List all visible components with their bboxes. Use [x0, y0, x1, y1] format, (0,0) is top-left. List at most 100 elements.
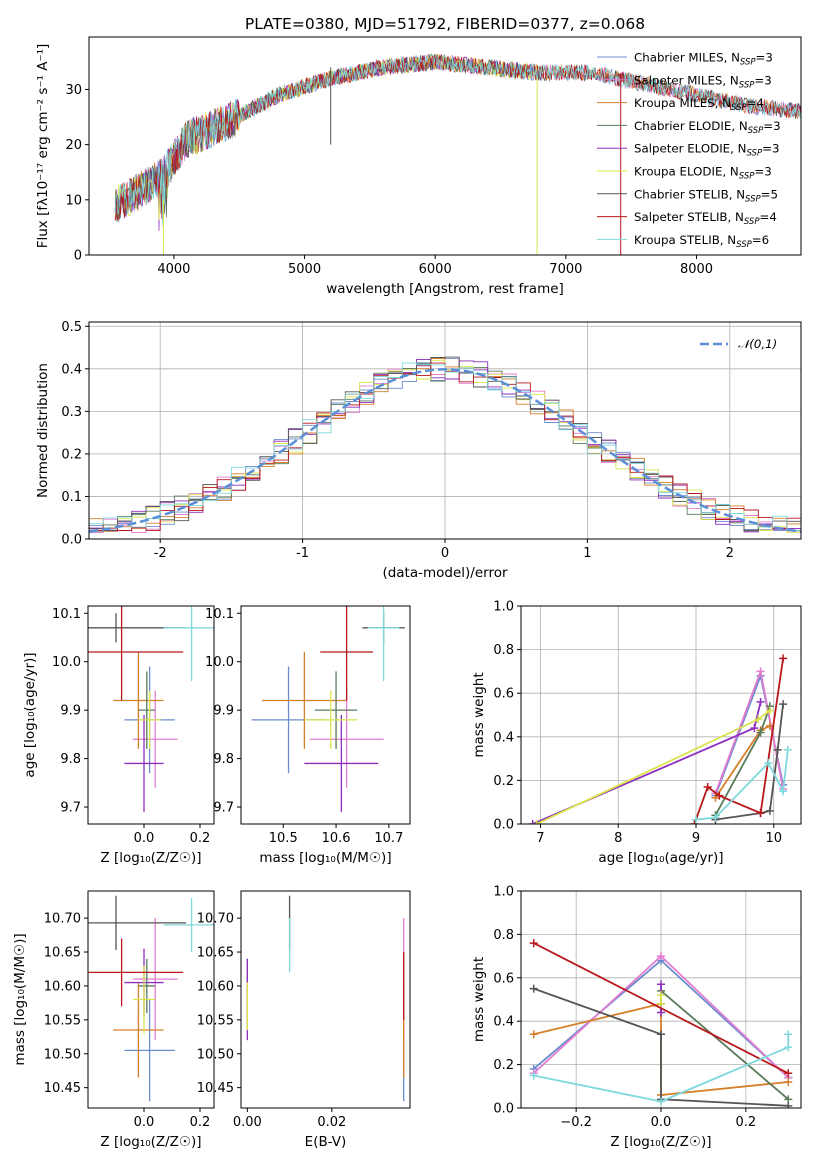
x-tick-label: 0.2 — [736, 1115, 757, 1130]
weight_vs_age-frame — [520, 605, 802, 825]
y-tick-label: 10.1 — [205, 607, 234, 622]
mass-weight-line — [715, 703, 784, 821]
errorbar-point — [367, 606, 400, 682]
mass-weight-marker — [754, 715, 763, 724]
x-axis-label: wavelength [Angstrom, rest frame] — [326, 281, 564, 297]
errorbar-point — [314, 671, 358, 749]
errorbar-point — [88, 938, 184, 1007]
errorbar-point — [113, 652, 164, 749]
x-tick-label: -1 — [296, 546, 309, 561]
errorbar-point — [304, 715, 379, 812]
y-tick-label: 0.2 — [61, 447, 82, 462]
mass-weight-marker — [756, 728, 765, 737]
y-tick-label: 10.60 — [197, 979, 234, 994]
y-axis-label: mass [log₁₀(M/M☉)] — [12, 933, 28, 1065]
mass-weight-marker — [784, 1069, 793, 1078]
y-tick-label: 10.50 — [197, 1047, 234, 1062]
mass-weight-marker — [529, 939, 538, 948]
x-tick-label: 5000 — [288, 262, 321, 277]
mass-weight-marker — [765, 806, 774, 815]
x-tick-label: 4000 — [157, 262, 190, 277]
x-tick-label: 0.0 — [651, 1115, 672, 1130]
errorbar-point — [124, 715, 164, 812]
age_vs_mass-axes: 10.5 10.6 10.7 9.7 9.8 9.9 10.0 10.1 mass [log₁₀… — [205, 607, 403, 866]
y-tick-label: 0 — [74, 249, 82, 264]
y-tick-label: 10.45 — [197, 1081, 234, 1096]
errorbar-point — [132, 918, 178, 1041]
mass-weight-marker — [528, 820, 537, 824]
x-tick-label: 0.00 — [233, 1115, 262, 1130]
y-tick-label: 10.45 — [44, 1081, 81, 1096]
spectrum-series-line — [114, 54, 801, 226]
y-tick-label: 10.55 — [197, 1013, 234, 1028]
x-tick-label: -2 — [154, 546, 167, 561]
age_vs_Z-axes: 0.0 0.2 9.7 9.8 9.9 10.0 10.1 Z [log₁₀(Z/Z☉)] ag… — [22, 607, 210, 866]
mass-weight-marker — [750, 724, 759, 733]
mass-weight-marker — [715, 791, 724, 800]
y-tick-label: 9.7 — [60, 801, 81, 816]
errorbar-point — [304, 690, 358, 749]
errorbar-point — [113, 982, 164, 1078]
spectrum-lines — [114, 53, 801, 255]
x-tick-label: 0.2 — [190, 831, 211, 846]
y-tick-label: 0.4 — [61, 362, 82, 377]
x-axis-label: mass [log₁₀(M/M☉)] — [259, 850, 391, 866]
mass-weight-marker — [657, 980, 665, 989]
y-tick-label: 10.0 — [205, 655, 234, 670]
figure-title: PLATE=0380, MJD=51792, FIBERID=0377, z=0… — [245, 15, 645, 33]
y-tick-label: 0.0 — [493, 818, 514, 833]
weight_vs_Z-frame — [520, 890, 802, 1109]
errorbar-point — [88, 895, 186, 950]
mass-weight-marker — [765, 706, 774, 715]
mass-weight-marker — [779, 700, 788, 709]
spectrum-series-line — [114, 54, 801, 221]
y-tick-label: 0.0 — [493, 1102, 514, 1117]
errorbar-point — [132, 965, 156, 1034]
y-tick-label: 1.0 — [493, 885, 514, 900]
mass-weight-marker — [657, 1030, 665, 1039]
mass-weight-marker — [703, 782, 712, 791]
legend-label: Salpeter ELODIE, NSSP=3 — [634, 142, 779, 159]
y-tick-label: 0.3 — [61, 405, 82, 420]
y-tick-label: 9.7 — [213, 801, 234, 816]
age_vs_mass-points — [251, 606, 405, 812]
x-tick-label: 0.02 — [317, 1115, 346, 1130]
residual-histograms — [89, 356, 801, 534]
y-tick-label: 10.0 — [52, 655, 81, 670]
mass-weight-marker — [529, 1071, 538, 1080]
x-tick-label: 0 — [441, 546, 449, 561]
mass-weight-marker — [779, 654, 788, 663]
mass-weight-marker — [529, 1030, 538, 1039]
y-tick-label: 10.1 — [52, 607, 81, 622]
mass-weight-marker — [764, 758, 773, 767]
mass-weight-marker — [711, 813, 720, 822]
mass-weight-marker — [657, 1097, 665, 1106]
x-tick-label: 10 — [766, 831, 783, 846]
spectrum-frame — [88, 36, 802, 256]
mass-weight-marker — [783, 745, 792, 754]
errorbar-point — [138, 958, 156, 1014]
mass-weight-marker — [692, 815, 700, 824]
y-tick-label: 9.8 — [60, 752, 81, 767]
y-axis-label: Normed distribution — [35, 363, 51, 498]
mass-weight-marker — [784, 1077, 793, 1086]
legend-label: 𝒩(0,1) — [738, 337, 777, 351]
x-tick-label: 8000 — [680, 262, 713, 277]
mass-weight-marker — [657, 999, 665, 1008]
legend-label: Salpeter STELIB, NSSP=4 — [634, 210, 777, 227]
errorbar-point — [138, 671, 156, 749]
mass-weight-marker — [784, 1030, 793, 1039]
y-axis-label: mass weight — [471, 957, 487, 1042]
mass_vs_Z-axes: 0.0 0.2 10.45 10.50 10.55 10.60 10.65 10.70 Z [l… — [12, 912, 210, 1150]
x-tick-label: 7000 — [549, 262, 582, 277]
y-axis-label: age [log₁₀(age/yr)] — [22, 652, 38, 777]
y-tick-label: 20 — [65, 138, 82, 153]
x-tick-label: 10.7 — [374, 831, 403, 846]
errorbar-point — [320, 606, 374, 701]
mass_vs_Z-frame — [87, 890, 215, 1109]
y-tick-label: 0.2 — [493, 1058, 514, 1073]
weight_vs_age-lines — [528, 654, 792, 824]
mass_vs_EBV-axes: 0.00 0.02 10.45 10.50 10.55 10.60 10.65 10.70 E(… — [197, 912, 347, 1150]
x-axis-label: (data-model)/error — [382, 565, 508, 581]
